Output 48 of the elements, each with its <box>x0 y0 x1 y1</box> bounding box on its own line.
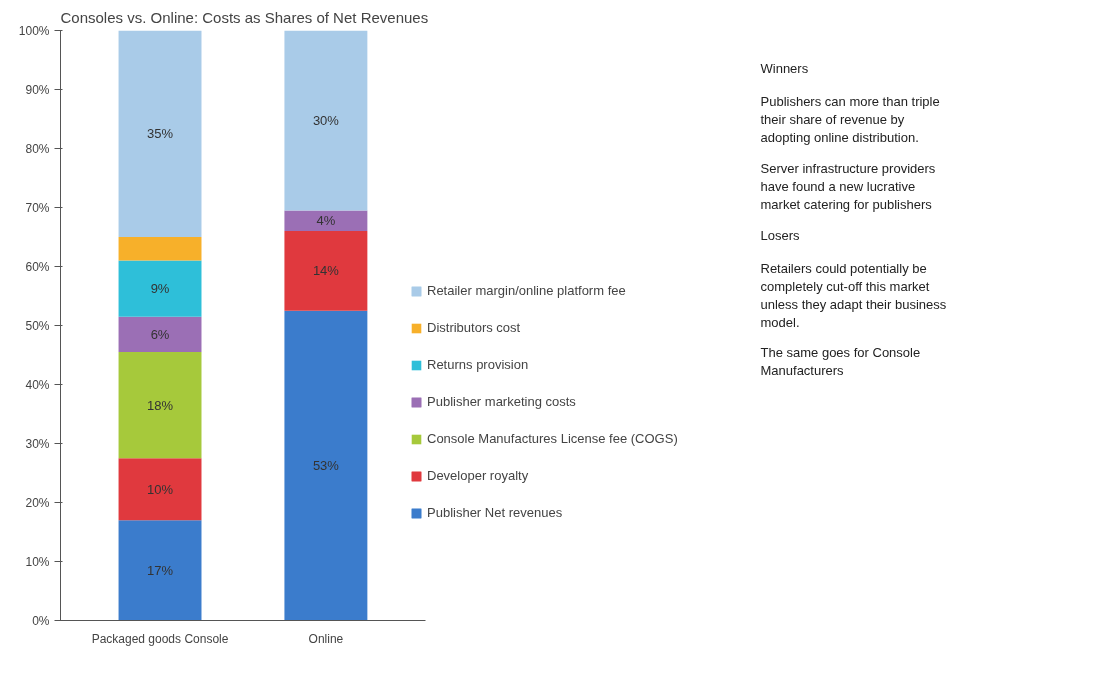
text: The same goes for Console Manufacturers <box>760 344 921 378</box>
legend-label: Retailer margin/online platform fee <box>427 283 626 298</box>
legend-label: Publisher Net revenues <box>427 505 563 520</box>
legend-label: Developer royalty <box>427 468 529 483</box>
data-label: 30% <box>312 112 340 128</box>
data-label: 18% <box>147 397 174 413</box>
data-label: 53% <box>312 458 340 474</box>
y-tick-label: 100% <box>18 23 50 38</box>
bar <box>118 260 202 317</box>
y-tick-label: 10% <box>25 554 50 569</box>
data-label: 14% <box>312 263 340 279</box>
text: Losers <box>760 227 801 243</box>
legend-label: Returns provision <box>427 357 529 372</box>
bar <box>118 316 202 353</box>
data-label: 17% <box>147 562 174 578</box>
y-tick-label: 0% <box>32 613 50 628</box>
y-tick-label: 70% <box>25 200 50 215</box>
data-label: 10% <box>147 481 174 497</box>
bar <box>284 210 368 232</box>
legend-label: Console Manufactures License fee (COGS) <box>427 431 678 446</box>
text: Server infrastructure providers have found a new lucrative market catering for publishers <box>760 160 936 212</box>
legend-label: Publisher marketing costs <box>427 394 576 409</box>
data-label: 35% <box>147 126 174 142</box>
chart-title: Consoles vs. Online: Costs as Shares of Net Revenues <box>60 8 429 26</box>
bar <box>118 458 202 521</box>
bar <box>118 237 202 261</box>
bar <box>284 231 368 311</box>
y-tick-label: 60% <box>25 259 50 274</box>
y-tick-label: 80% <box>25 141 50 156</box>
data-label: 9% <box>150 281 170 297</box>
y-tick-label: 90% <box>25 82 50 97</box>
y-tick-label: 30% <box>25 436 50 451</box>
bar <box>118 520 202 621</box>
text: Retailers could potentially be completely cut-off this market unless they adapt their business model. <box>760 260 947 330</box>
x-tick-label: Packaged goods Console <box>91 631 229 646</box>
text: Winners <box>760 60 809 76</box>
text: Publishers can more than triple their share of revenue by adopting online distribution. <box>760 93 940 145</box>
bar <box>118 30 202 237</box>
data-label: 4% <box>316 213 336 229</box>
bar <box>284 30 368 211</box>
x-tick-label: Online <box>308 631 344 646</box>
y-tick-label: 40% <box>25 377 50 392</box>
bar <box>118 352 202 459</box>
data-label: 6% <box>150 326 170 342</box>
legend-label: Distributors cost <box>427 320 521 335</box>
y-tick-label: 50% <box>25 318 50 333</box>
bar <box>284 310 368 621</box>
y-tick-label: 20% <box>25 495 50 510</box>
